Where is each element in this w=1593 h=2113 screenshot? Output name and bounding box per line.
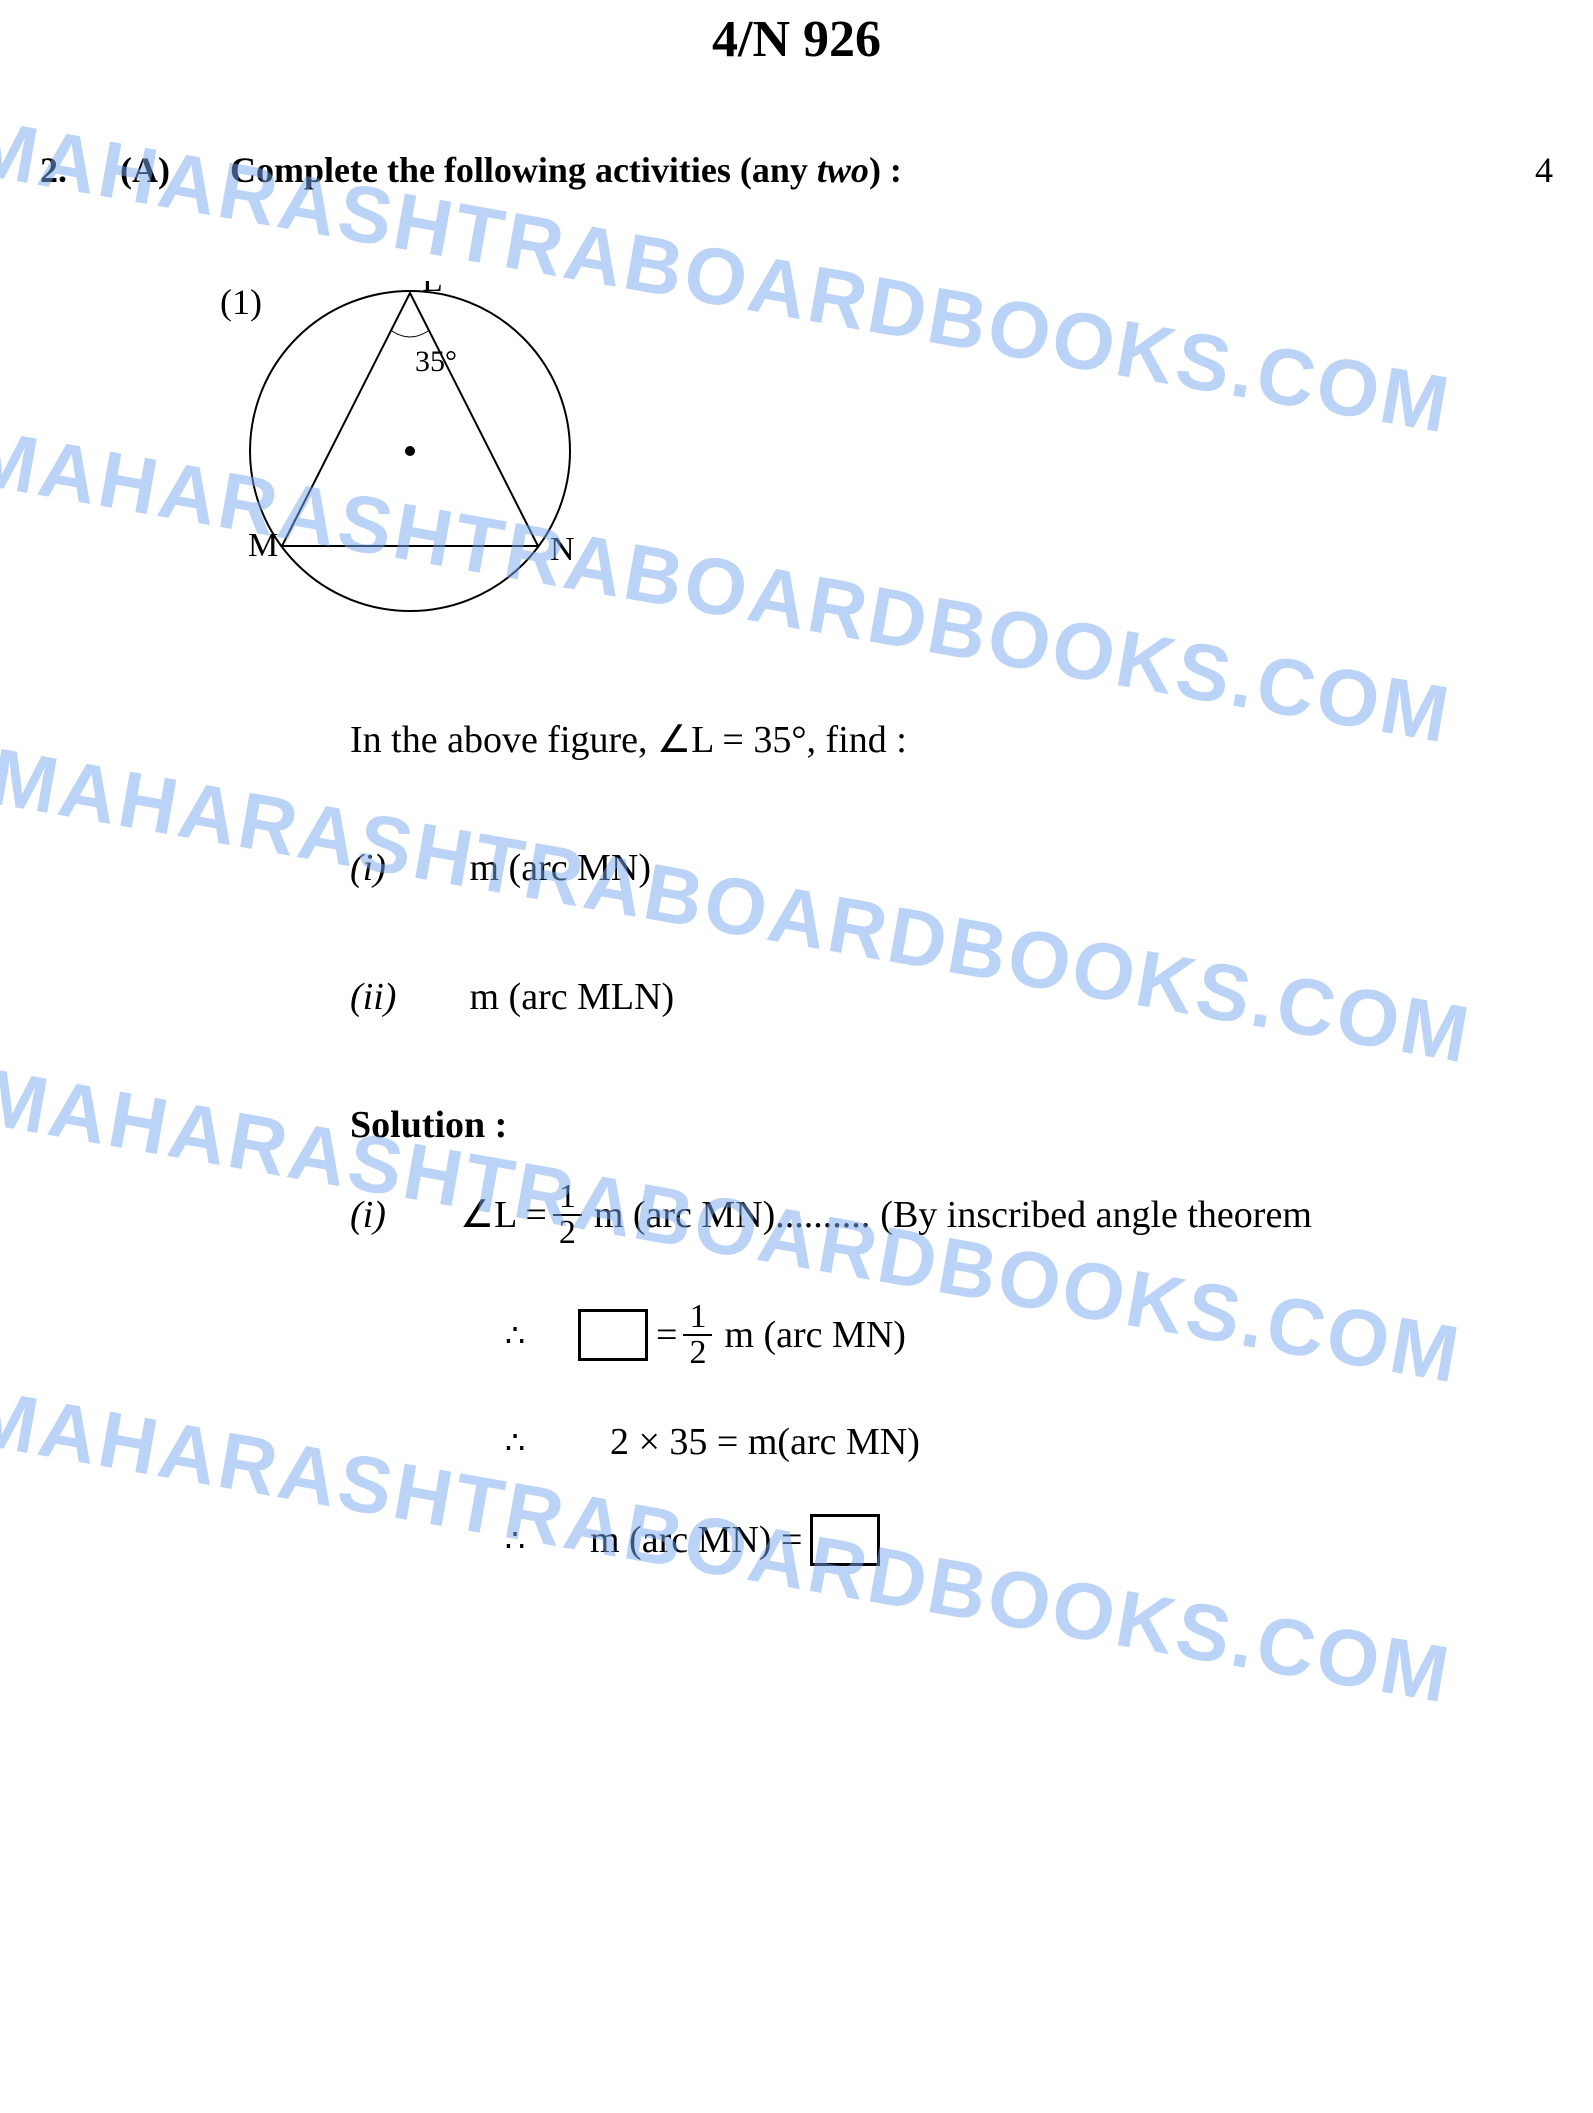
solution-heading: Solution : xyxy=(350,1091,1553,1159)
instr-suffix: ) : xyxy=(869,150,902,190)
sol2-frac-den: 2 xyxy=(683,1336,712,1370)
sol4-lhs: m (arc MN) = xyxy=(590,1518,802,1562)
instr-prefix: Complete the following activities (any xyxy=(230,150,817,190)
sol2-eq: = xyxy=(656,1313,677,1357)
item2-label: (ii) xyxy=(350,963,440,1031)
sol1-frac-den: 2 xyxy=(553,1216,582,1250)
question-part: (A) xyxy=(120,149,230,191)
solution-line-4: ∴ m (arc MN) = xyxy=(350,1514,1553,1566)
sol1-lhs: ∠L = xyxy=(460,1192,547,1237)
question-header: 2. (A) Complete the following activities… xyxy=(40,109,1553,191)
question-marks: 4 xyxy=(1493,149,1553,191)
blank-box-2 xyxy=(810,1514,880,1566)
figure-row: (1) L M N 35° xyxy=(40,281,1553,646)
sol1-frac-num: 1 xyxy=(553,1180,582,1216)
item2-text: m (arc MLN) xyxy=(470,976,675,1018)
geometry-figure: L M N 35° xyxy=(240,281,620,641)
therefore-4: ∴ xyxy=(460,1521,570,1559)
vertex-label-l: L xyxy=(422,281,443,299)
solution-line-1: (i) ∠L = 1 2 m (arc MN).......... (By in… xyxy=(350,1180,1553,1250)
instr-italic: two xyxy=(817,150,869,190)
problem-item-1: (i) m (arc MN) xyxy=(350,834,1553,902)
figure-svg-wrap: L M N 35° xyxy=(240,281,620,646)
sol2-rhs: m (arc MN) xyxy=(724,1313,905,1357)
vertex-label-m: M xyxy=(248,527,278,564)
subpart-label: (1) xyxy=(40,281,240,646)
sol1-label: (i) xyxy=(350,1193,460,1237)
question-instruction: Complete the following activities (any t… xyxy=(230,149,1493,191)
angle-arc xyxy=(392,331,428,337)
angle-label: 35° xyxy=(415,345,457,378)
sol1-rhs: m (arc MN).......... xyxy=(594,1193,870,1237)
center-dot xyxy=(405,446,415,456)
sol1-frac: 1 2 xyxy=(553,1180,582,1250)
sol3-text: 2 × 35 = m(arc MN) xyxy=(610,1420,920,1464)
sol2-frac: 1 2 xyxy=(683,1300,712,1370)
item1-label: (i) xyxy=(350,834,440,902)
triangle xyxy=(282,293,538,546)
item1-text: m (arc MN) xyxy=(470,847,651,889)
sol2-frac-num: 1 xyxy=(683,1300,712,1336)
problem-item-2: (ii) m (arc MLN) xyxy=(350,963,1553,1031)
page-content: 2. (A) Complete the following activities… xyxy=(0,69,1593,1566)
therefore-3: ∴ xyxy=(460,1423,570,1461)
page-title: 4/N 926 xyxy=(0,10,1593,69)
solution-line-3: ∴ 2 × 35 = m(arc MN) xyxy=(350,1420,1553,1464)
therefore-2: ∴ xyxy=(460,1316,570,1354)
solution-line-2: ∴ = 1 2 m (arc MN) xyxy=(350,1300,1553,1370)
sol1-reason: (By inscribed angle theorem xyxy=(880,1193,1312,1237)
vertex-label-n: N xyxy=(550,531,575,568)
blank-box-1 xyxy=(578,1309,648,1361)
question-number: 2. xyxy=(40,149,120,191)
problem-intro: In the above figure, ∠L = 35°, find : xyxy=(350,706,1553,774)
